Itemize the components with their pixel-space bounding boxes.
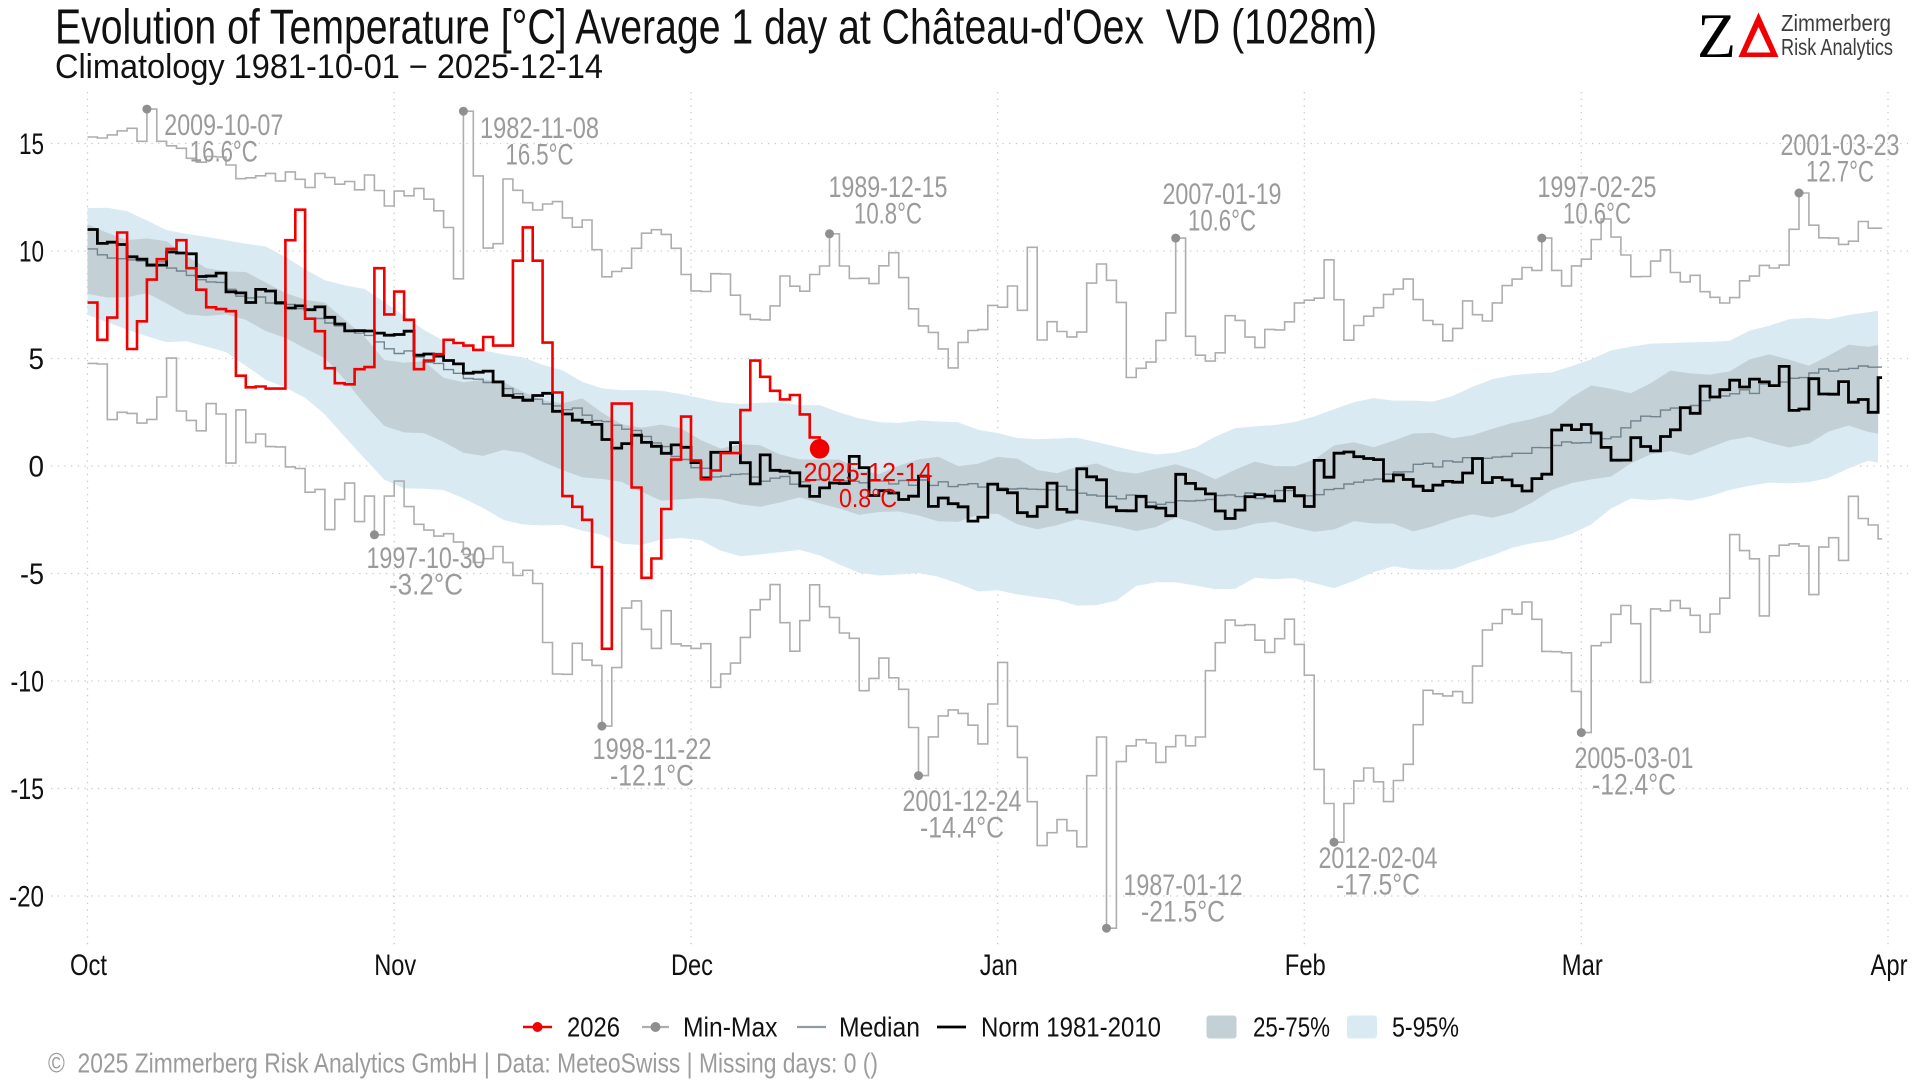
- svg-text:1982-11-08: 1982-11-08: [480, 112, 599, 145]
- svg-text:2025-12-14: 2025-12-14: [804, 457, 933, 487]
- svg-text:-20: -20: [9, 880, 44, 913]
- svg-text:Norm 1981-2010: Norm 1981-2010: [981, 1012, 1161, 1043]
- svg-text:10.6°C: 10.6°C: [1188, 205, 1256, 238]
- svg-text:Dec: Dec: [671, 949, 713, 982]
- svg-text:1997-10-30: 1997-10-30: [367, 542, 486, 575]
- svg-text:-14.4°C: -14.4°C: [920, 812, 1004, 845]
- svg-text:1987-01-12: 1987-01-12: [1124, 869, 1243, 902]
- svg-text:2012-02-04: 2012-02-04: [1319, 842, 1438, 875]
- svg-text:Z: Z: [1697, 0, 1736, 71]
- svg-text:0: 0: [29, 450, 45, 483]
- svg-text:-10: -10: [11, 665, 45, 698]
- svg-text:-17.5°C: -17.5°C: [1336, 869, 1420, 902]
- svg-text:Median: Median: [839, 1012, 920, 1043]
- svg-text:25-75%: 25-75%: [1253, 1012, 1330, 1043]
- svg-text:2007-01-19: 2007-01-19: [1163, 178, 1282, 211]
- svg-text:-5: -5: [20, 558, 44, 591]
- svg-text:Nov: Nov: [374, 949, 416, 982]
- svg-text:Mar: Mar: [1562, 949, 1603, 982]
- svg-text:2005-03-01: 2005-03-01: [1575, 742, 1694, 775]
- svg-text:2001-03-23: 2001-03-23: [1781, 129, 1900, 162]
- svg-text:-12.4°C: -12.4°C: [1592, 769, 1676, 802]
- svg-text:12.7°C: 12.7°C: [1806, 156, 1874, 189]
- svg-text:Climatology 1981-10-01 − 2025-: Climatology 1981-10-01 − 2025-12-14: [55, 48, 603, 86]
- svg-text:Evolution of Temperature [°C]: Evolution of Temperature [°C] Average 1 …: [55, 1, 1377, 55]
- svg-text:© 2025 Zimmerberg Risk Analyt: © 2025 Zimmerberg Risk Analytics GmbH | …: [48, 1048, 878, 1079]
- svg-text:10: 10: [19, 235, 44, 268]
- svg-text:1989-12-15: 1989-12-15: [829, 171, 948, 204]
- svg-text:-3.2°C: -3.2°C: [389, 569, 463, 602]
- svg-text:10.8°C: 10.8°C: [854, 198, 922, 231]
- svg-text:Oct: Oct: [70, 949, 108, 982]
- svg-text:-12.1°C: -12.1°C: [610, 760, 694, 793]
- svg-text:Risk Analytics: Risk Analytics: [1781, 34, 1893, 60]
- svg-text:10.6°C: 10.6°C: [1563, 198, 1631, 231]
- svg-text:2001-12-24: 2001-12-24: [903, 785, 1022, 818]
- svg-text:0.8°C: 0.8°C: [839, 483, 897, 513]
- svg-text:15: 15: [19, 128, 44, 161]
- svg-text:-21.5°C: -21.5°C: [1141, 896, 1225, 929]
- svg-text:5-95%: 5-95%: [1392, 1012, 1459, 1043]
- svg-text:5: 5: [29, 343, 45, 376]
- svg-text:1998-11-22: 1998-11-22: [593, 733, 712, 766]
- svg-text:16.5°C: 16.5°C: [506, 139, 574, 172]
- svg-text:1997-02-25: 1997-02-25: [1538, 171, 1657, 204]
- svg-text:16.6°C: 16.6°C: [190, 136, 258, 169]
- svg-text:Apr: Apr: [1871, 949, 1908, 982]
- svg-text:Zimmerberg: Zimmerberg: [1781, 10, 1891, 36]
- svg-text:2026: 2026: [567, 1012, 620, 1043]
- svg-text:Jan: Jan: [980, 949, 1018, 982]
- svg-text:Feb: Feb: [1285, 949, 1326, 982]
- svg-text:-15: -15: [11, 773, 45, 806]
- svg-text:Min-Max: Min-Max: [683, 1012, 778, 1043]
- svg-text:2009-10-07: 2009-10-07: [164, 109, 283, 142]
